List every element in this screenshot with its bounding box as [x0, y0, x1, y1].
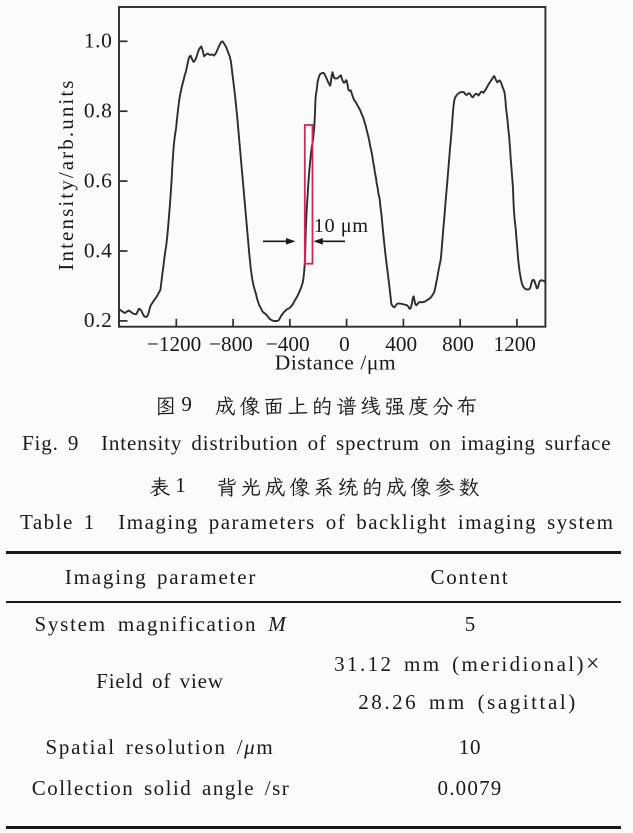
- svg-text:1: 1: [175, 473, 186, 497]
- svg-text:0.4: 0.4: [84, 238, 113, 262]
- svg-text:Intensity/arb.units: Intensity/arb.units: [54, 78, 78, 270]
- svg-text:−800: −800: [209, 332, 253, 356]
- svg-text:10 μm: 10 μm: [314, 215, 369, 237]
- svg-text:0.8: 0.8: [84, 99, 113, 123]
- svg-text:800: 800: [442, 332, 474, 356]
- svg-text:400: 400: [385, 332, 417, 356]
- svg-text:−400: −400: [266, 332, 310, 356]
- svg-text:0.6: 0.6: [84, 168, 113, 192]
- svg-text:0: 0: [339, 332, 350, 356]
- svg-text:1.0: 1.0: [84, 29, 113, 53]
- svg-text:Distance /μm: Distance /μm: [275, 350, 396, 374]
- svg-text:9: 9: [181, 392, 192, 416]
- svg-text:1200: 1200: [494, 332, 536, 356]
- svg-text:0.2: 0.2: [84, 308, 113, 332]
- svg-text:−1200: −1200: [147, 332, 201, 356]
